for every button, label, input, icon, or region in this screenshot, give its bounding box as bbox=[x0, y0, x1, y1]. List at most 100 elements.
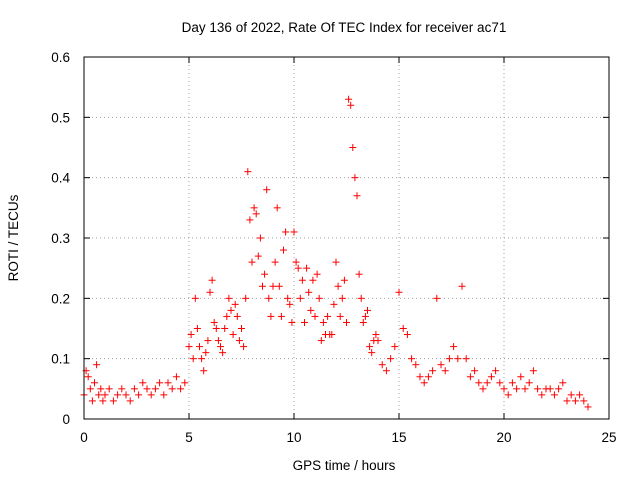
data-point bbox=[263, 186, 271, 194]
data-point bbox=[261, 270, 269, 278]
data-point bbox=[187, 331, 195, 339]
y-axis-label: ROTI / TECUs bbox=[6, 194, 21, 281]
data-point bbox=[233, 312, 241, 320]
data-point bbox=[286, 300, 294, 308]
data-point bbox=[361, 312, 369, 320]
data-point bbox=[366, 343, 374, 351]
data-point bbox=[454, 355, 462, 363]
data-point bbox=[267, 312, 275, 320]
data-point bbox=[227, 306, 235, 314]
data-point bbox=[284, 294, 292, 302]
data-point bbox=[206, 288, 214, 296]
data-point bbox=[328, 331, 336, 339]
data-point bbox=[496, 379, 504, 387]
data-point bbox=[292, 258, 300, 266]
y-tick-label: 0.3 bbox=[51, 231, 70, 246]
data-point bbox=[177, 385, 185, 393]
data-point bbox=[259, 282, 266, 290]
data-point bbox=[248, 258, 256, 266]
data-point bbox=[330, 300, 338, 308]
x-tick-label: 5 bbox=[185, 430, 193, 445]
data-point bbox=[349, 144, 357, 151]
data-point bbox=[529, 367, 537, 375]
data-point bbox=[555, 385, 563, 393]
data-point bbox=[403, 331, 411, 339]
x-tick-label: 10 bbox=[286, 430, 301, 445]
data-point bbox=[420, 379, 428, 387]
data-point bbox=[437, 361, 445, 369]
data-point bbox=[99, 397, 107, 405]
data-point bbox=[225, 294, 233, 302]
data-point bbox=[164, 379, 172, 387]
data-point bbox=[479, 385, 487, 393]
data-point bbox=[219, 349, 227, 357]
data-point bbox=[359, 318, 367, 326]
data-point bbox=[338, 294, 346, 302]
data-point bbox=[139, 379, 147, 387]
data-point bbox=[151, 385, 159, 393]
data-point bbox=[147, 391, 155, 399]
data-point bbox=[399, 325, 407, 332]
data-point bbox=[471, 367, 479, 375]
data-point bbox=[364, 306, 371, 314]
data-point bbox=[303, 264, 311, 272]
data-point bbox=[445, 355, 453, 363]
data-point bbox=[317, 337, 325, 345]
data-point bbox=[504, 391, 512, 399]
data-point bbox=[462, 355, 470, 363]
data-point bbox=[185, 343, 193, 351]
data-points bbox=[80, 95, 592, 411]
data-point bbox=[181, 379, 189, 387]
data-point bbox=[538, 391, 546, 399]
grid-lines bbox=[84, 57, 609, 419]
x-tick-label: 0 bbox=[80, 430, 88, 445]
data-point bbox=[450, 343, 458, 351]
data-point bbox=[296, 294, 304, 302]
data-point bbox=[309, 276, 317, 284]
data-point bbox=[433, 294, 441, 302]
data-point bbox=[256, 234, 264, 242]
data-point bbox=[196, 343, 203, 351]
data-point bbox=[282, 228, 290, 236]
data-point bbox=[114, 391, 122, 399]
data-point bbox=[567, 391, 575, 399]
data-point bbox=[475, 379, 483, 387]
data-point bbox=[109, 397, 117, 405]
data-point bbox=[521, 385, 529, 393]
data-point bbox=[160, 391, 168, 399]
data-point bbox=[517, 373, 525, 381]
data-point bbox=[458, 282, 466, 290]
data-point bbox=[91, 379, 98, 387]
data-point bbox=[487, 373, 495, 381]
data-point bbox=[290, 228, 298, 236]
data-point bbox=[208, 276, 216, 284]
data-point bbox=[429, 367, 437, 375]
data-point bbox=[424, 373, 432, 381]
data-point bbox=[441, 367, 449, 375]
data-point bbox=[387, 355, 395, 363]
data-point bbox=[288, 318, 296, 326]
data-point bbox=[343, 318, 350, 326]
data-point bbox=[368, 349, 376, 357]
data-point bbox=[305, 288, 313, 296]
data-point bbox=[238, 325, 245, 332]
data-point bbox=[217, 343, 224, 351]
data-point bbox=[307, 306, 315, 314]
data-point bbox=[571, 397, 579, 405]
data-point bbox=[156, 379, 164, 387]
data-point bbox=[88, 397, 96, 405]
data-point bbox=[311, 312, 319, 320]
data-point bbox=[269, 282, 277, 290]
data-point bbox=[345, 95, 353, 103]
data-point bbox=[193, 325, 201, 332]
y-tick-label: 0.5 bbox=[51, 110, 70, 125]
data-point bbox=[580, 397, 588, 405]
data-point bbox=[273, 204, 281, 212]
data-point bbox=[334, 282, 342, 290]
data-point bbox=[513, 385, 521, 393]
y-tick-label: 0.2 bbox=[51, 291, 70, 306]
data-point bbox=[395, 288, 403, 296]
data-point bbox=[214, 337, 222, 345]
data-point bbox=[97, 385, 105, 393]
